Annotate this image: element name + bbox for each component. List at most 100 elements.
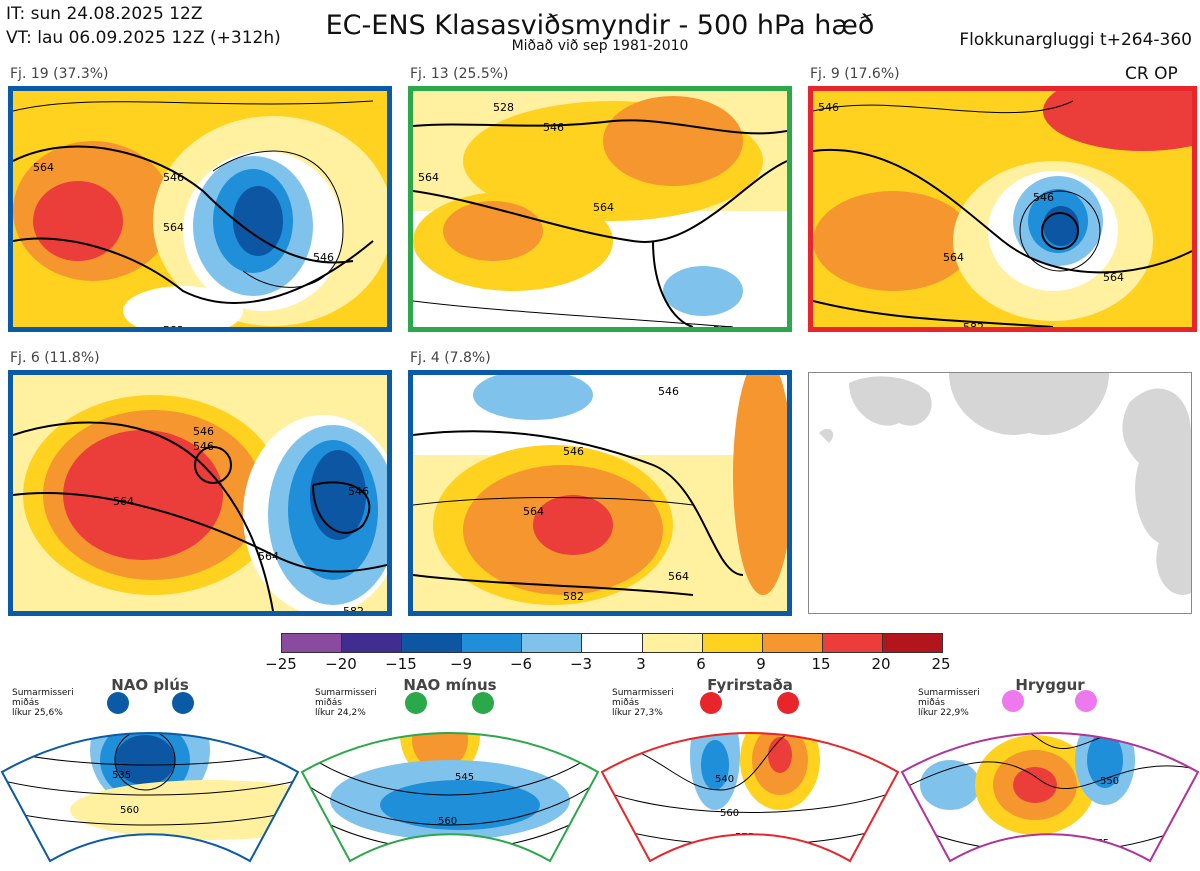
regime-1-title: NAO plús	[111, 676, 189, 694]
regime-2-contour: 545	[455, 772, 474, 783]
regime-3-dot-icon	[777, 692, 799, 714]
regime-4-title: Hryggur	[1015, 676, 1085, 694]
regime-3-dot-icon	[700, 692, 722, 714]
regime-2-map: 545 560 575	[300, 731, 600, 863]
colorbar-tick: −20	[325, 655, 357, 673]
cluster-3-contour-2: 564	[943, 251, 964, 264]
cluster-panel-4: 546 546 564 564 546 582	[8, 370, 392, 616]
cluster-4-contour-5: 546	[348, 485, 369, 498]
cluster-1-label: Fj. 19 (37.3%)	[10, 66, 109, 82]
cluster-2-contour-2: 564	[418, 171, 439, 184]
colorbar-tick: 3	[636, 655, 646, 673]
cluster-map-1: 546 564 582 546 564	[13, 91, 387, 327]
colorbar-segment	[582, 634, 643, 652]
colorbar-segment	[462, 634, 523, 652]
chart-title: EC-ENS Klasasviðsmyndir - 500 hPa hæð	[325, 10, 875, 41]
regime-3-note: Sumarmisseri miðás líkur 27,3%	[612, 688, 674, 718]
land-mask-panel	[808, 372, 1192, 614]
colorbar-segment	[642, 634, 703, 652]
cluster-panel-3: 546 564 582 564 546	[808, 86, 1197, 332]
colorbar-tick: −15	[385, 655, 417, 673]
cluster-2-label: Fj. 13 (25.5%)	[410, 66, 509, 82]
init-time: IT: sun 24.08.2025 12Z	[6, 4, 203, 24]
regime-1-contour: 560	[120, 805, 139, 816]
colorbar-segment	[282, 634, 343, 652]
cluster-5-contour-1: 546	[563, 445, 584, 458]
regime-2-note: Sumarmisseri miðás líkur 24,2%	[315, 688, 377, 718]
cluster-map-3: 546 564 582 564 546	[813, 91, 1192, 327]
cluster-4-contour-4: 564	[258, 550, 279, 563]
regime-4-dot-icon	[1075, 690, 1097, 712]
cluster-3-label: Fj. 9 (17.6%)	[810, 66, 900, 82]
control-operational-tag: CR OP	[1125, 64, 1178, 84]
colorbar-tick: 15	[811, 655, 831, 673]
cluster-panel-5: 546 564 564 582 546	[408, 370, 792, 616]
regime-1-dot-icon	[107, 692, 129, 714]
cluster-1-contour-2: 564	[33, 161, 54, 174]
colorbar-tick: 20	[871, 655, 891, 673]
cluster-4-contour-6: 582	[343, 605, 364, 611]
colorbar-tick: 6	[696, 655, 706, 673]
regime-4-dot-icon	[1002, 690, 1024, 712]
colorbar-segment	[522, 634, 583, 652]
colorbar-tick: −9	[449, 655, 473, 673]
regime-4-note: Sumarmisseri miðás líkur 22,9%	[918, 688, 980, 718]
cluster-2-contour-5: 528	[493, 101, 514, 114]
regime-3-contour: 540	[715, 774, 734, 785]
cluster-2-contour-3: 564	[593, 201, 614, 214]
regime-3-contour: 560	[720, 808, 739, 819]
chart-subtitle: Miðað við sep 1981-2010	[511, 38, 689, 54]
cluster-5-contour-5: 546	[658, 385, 679, 398]
colorbar-segment	[402, 634, 463, 652]
cluster-3-contour-4: 564	[1103, 271, 1124, 284]
colorbar-tick: 25	[931, 655, 951, 673]
colorbar-tick: −25	[265, 655, 297, 673]
colorbar-segment	[822, 634, 883, 652]
cluster-4-contour-2: 546	[193, 440, 214, 453]
colorbar-tick: 9	[756, 655, 766, 673]
cluster-1-contour-1: 546	[163, 171, 184, 184]
colorbar-segment	[762, 634, 823, 652]
colorbar-segment	[702, 634, 763, 652]
valid-time: VT: lau 06.09.2025 12Z (+312h)	[6, 28, 281, 48]
cluster-1-contour-3: 582	[163, 324, 184, 327]
cluster-map-5: 546 564 564 582 546	[413, 375, 787, 611]
regime-2-contour: 575	[448, 852, 467, 863]
colorbar	[281, 633, 943, 653]
regime-2-title: NAO mínus	[403, 676, 497, 694]
classification-window: Flokkunargluggi t+264-360	[959, 30, 1192, 50]
regime-1-note: Sumarmisseri miðás líkur 25,6%	[12, 688, 74, 718]
cluster-5-contour-2: 564	[523, 505, 544, 518]
regime-2-dot-icon	[472, 692, 494, 714]
regime-1-contour: 535	[112, 770, 131, 781]
regime-4-map: 530 550 575	[900, 731, 1200, 863]
regime-3-title: Fyrirstaða	[707, 676, 793, 694]
regime-4-contour: 550	[1100, 776, 1119, 787]
cluster-3-contour-1: 546	[1033, 191, 1054, 204]
cluster-2-contour-4: 582	[713, 324, 734, 327]
cluster-4-label: Fj. 6 (11.8%)	[10, 350, 100, 366]
regime-2-contour: 560	[438, 816, 457, 827]
land-mask-icon	[819, 373, 1191, 595]
cluster-3-contour-5: 546	[818, 101, 839, 114]
cluster-4-contour-1: 546	[193, 425, 214, 438]
regime-1-dot-icon	[172, 692, 194, 714]
cluster-panel-1: 546 564 582 546 564	[8, 86, 392, 332]
cluster-2-contour-1: 546	[543, 121, 564, 134]
colorbar-segment	[882, 634, 943, 652]
cluster-1-contour-4: 546	[313, 251, 334, 264]
cluster-5-contour-3: 564	[668, 570, 689, 583]
colorbar-segment	[342, 634, 403, 652]
cluster-4-contour-3: 564	[113, 495, 134, 508]
colorbar-tick: −6	[509, 655, 533, 673]
cluster-3-contour-3: 582	[963, 321, 984, 327]
cluster-5-contour-4: 582	[563, 590, 584, 603]
regime-2-dot-icon	[405, 692, 427, 714]
cluster-5-label: Fj. 4 (7.8%)	[410, 350, 491, 366]
cluster-map-4: 546 546 564 564 546 582	[13, 375, 387, 611]
cluster-1-contour-5: 564	[163, 221, 184, 234]
cluster-map-2: 546 564 564 582 528	[413, 91, 787, 327]
regime-3-map: 540 560 575	[600, 731, 900, 863]
cluster-panel-2: 546 564 564 582 528	[408, 86, 792, 332]
regime-1-map: 535 560	[0, 731, 300, 863]
